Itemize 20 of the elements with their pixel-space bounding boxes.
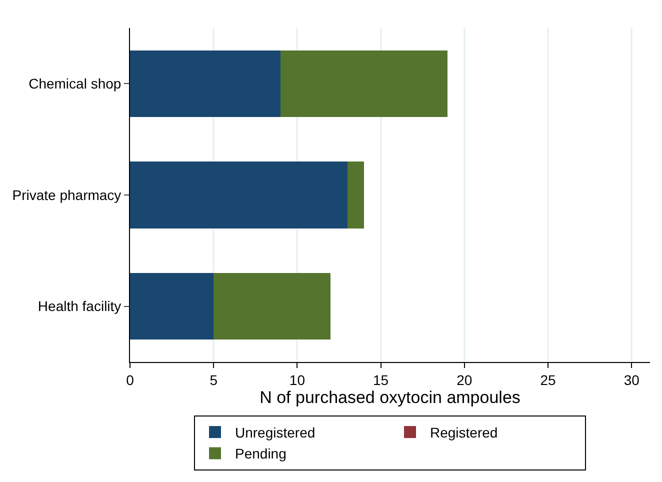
bar — [130, 272, 214, 340]
legend-label: Registered — [430, 424, 498, 440]
y-tick-label: Private pharmacy — [12, 186, 122, 203]
bar — [347, 162, 364, 228]
x-tick-label: 30 — [624, 372, 640, 388]
x-tick-label: 0 — [126, 372, 134, 388]
bar — [130, 162, 348, 228]
legend-label: Pending — [235, 446, 286, 462]
x-tick-label: 20 — [456, 372, 472, 388]
y-tick-label: Chemical shop — [28, 76, 122, 92]
y-tick-label: Health facility — [38, 298, 122, 314]
x-tick-label: 10 — [289, 372, 306, 388]
legend-label: Unregistered — [235, 424, 316, 440]
bar — [280, 50, 448, 118]
bar — [214, 272, 331, 340]
bar — [130, 50, 280, 118]
x-axis-title: N of purchased oxytocin ampoules — [260, 388, 520, 407]
x-tick-label: 15 — [373, 372, 389, 388]
x-tick-label: 25 — [540, 372, 556, 388]
x-tick-label: 5 — [210, 372, 218, 388]
